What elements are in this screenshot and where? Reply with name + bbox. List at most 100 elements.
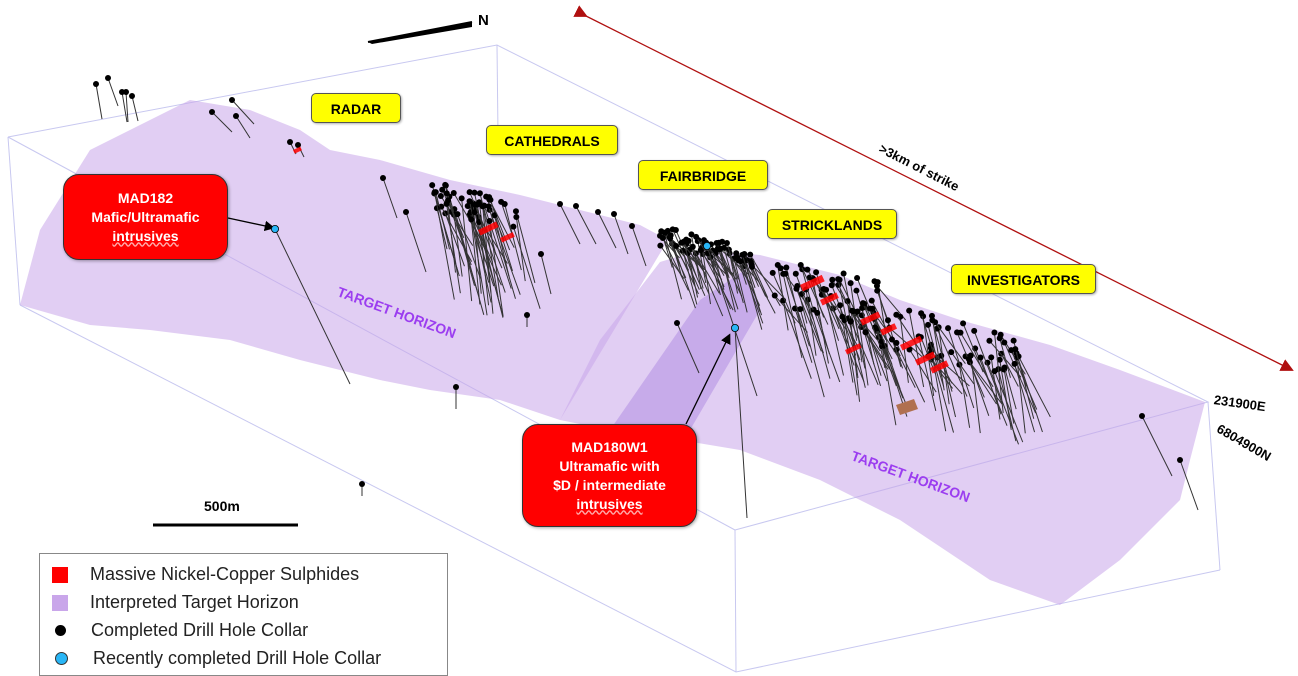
mad182-line2: Mafic/Ultramafic [91, 208, 200, 225]
drill-hole-trace [895, 349, 916, 388]
drill-hole-trace [908, 310, 925, 388]
drill-collar [804, 266, 811, 273]
drill-collar [466, 198, 473, 205]
drill-hole-trace [447, 200, 465, 239]
drill-hole-trace [920, 313, 945, 388]
drill-collar [1010, 337, 1017, 344]
drill-collar [859, 305, 866, 312]
mad182-callout: MAD182 Mafic/Ultramafic intrusives [63, 174, 228, 260]
drill-collar [873, 325, 880, 332]
drill-hole-trace [683, 241, 695, 286]
drill-hole-trace [559, 203, 581, 245]
drill-collar [513, 214, 520, 221]
mad180w1-callout: MAD180W1 Ultramafic with $D / intermedia… [522, 424, 697, 527]
drill-collar [874, 287, 881, 294]
drill-collar [209, 109, 215, 115]
drill-collar [747, 251, 754, 258]
drill-hole-trace [994, 370, 1024, 443]
drill-collar [977, 354, 984, 361]
drill-collar [792, 270, 799, 277]
drill-hole-trace [1010, 349, 1038, 410]
drill-hole-trace [235, 115, 251, 139]
drill-collar [859, 300, 866, 307]
drill-collar [229, 97, 235, 103]
fairbridge-label: FAIRBRIDGE [638, 160, 768, 190]
drill-hole-trace [470, 212, 488, 316]
drill-hole-trace [457, 213, 481, 279]
drill-collar [458, 195, 465, 202]
drill-collar [1177, 457, 1183, 463]
drill-hole-trace [801, 269, 814, 311]
drill-hole-trace [876, 290, 889, 322]
drill-collar [820, 285, 827, 292]
drill-hole-trace [990, 357, 1001, 420]
drill-hole-trace [1018, 356, 1051, 418]
sulphide-intersection [915, 351, 936, 366]
drill-collar [925, 321, 932, 328]
drill-hole-trace [706, 245, 758, 397]
drill-hole-trace [726, 242, 739, 280]
drill-hole-trace [751, 266, 767, 297]
drill-hole-trace [891, 339, 904, 369]
drill-hole-trace [692, 246, 704, 289]
drill-collar [835, 276, 842, 283]
drill-hole-trace [733, 258, 748, 313]
drill-hole-trace [796, 288, 822, 352]
legend-item-completed-collar: Completed Drill Hole Collar [52, 618, 308, 643]
drill-collar [782, 270, 789, 277]
drill-collar [965, 356, 972, 363]
drill-collar [685, 237, 692, 244]
drill-hole-trace [800, 264, 829, 325]
drill-collar [783, 264, 790, 271]
drill-collar [971, 327, 978, 334]
drill-collar [429, 182, 436, 189]
drill-hole-trace [927, 356, 954, 389]
drill-hole-trace [861, 325, 882, 387]
drill-collar [986, 337, 993, 344]
drill-hole-trace [662, 237, 689, 291]
drill-collar [853, 287, 860, 294]
drill-collar [948, 349, 955, 356]
radar-label: RADAR [311, 93, 401, 123]
drill-hole-trace [575, 205, 597, 245]
scale-bar-label: 500m [204, 498, 240, 514]
drill-hole-trace [795, 273, 814, 320]
drill-hole-trace [482, 205, 499, 298]
drill-collar [479, 203, 486, 210]
drill-collar [466, 189, 473, 196]
drill-collar [557, 201, 563, 207]
drill-hole-trace [461, 198, 473, 302]
drill-collar [739, 251, 746, 258]
drill-collar [105, 75, 111, 81]
drill-collar [510, 223, 517, 230]
recent-drill-collar [703, 241, 712, 250]
drill-hole-trace [934, 321, 966, 364]
drill-hole-trace [448, 196, 475, 286]
sulphide-intersection [845, 343, 862, 355]
drill-hole-trace [435, 191, 451, 250]
black-dot-icon [55, 625, 66, 636]
drill-collar [837, 302, 844, 309]
drill-hole-trace [743, 265, 763, 330]
drill-collar [928, 312, 935, 319]
drill-collar [501, 201, 508, 208]
drill-hole-trace [895, 342, 926, 403]
drill-collar [693, 233, 700, 240]
drill-collar [1001, 339, 1008, 346]
drill-hole-trace [211, 111, 233, 133]
north-arrow [367, 21, 473, 44]
drill-hole-trace [801, 293, 824, 354]
mad182-title: MAD182 [117, 189, 174, 206]
drill-collar [659, 234, 666, 241]
drill-hole-trace [969, 361, 1003, 405]
mad180w1-title: MAD180W1 [571, 438, 648, 455]
drill-collar [996, 356, 1003, 363]
sulphide-lens [896, 399, 918, 415]
drill-hole-trace [899, 316, 909, 383]
drill-collar [847, 318, 854, 325]
blue-dot-icon [55, 652, 68, 665]
drill-hole-trace [852, 311, 866, 369]
drill-collar [491, 212, 498, 219]
drill-collar [666, 234, 673, 241]
drill-collar [433, 205, 440, 212]
